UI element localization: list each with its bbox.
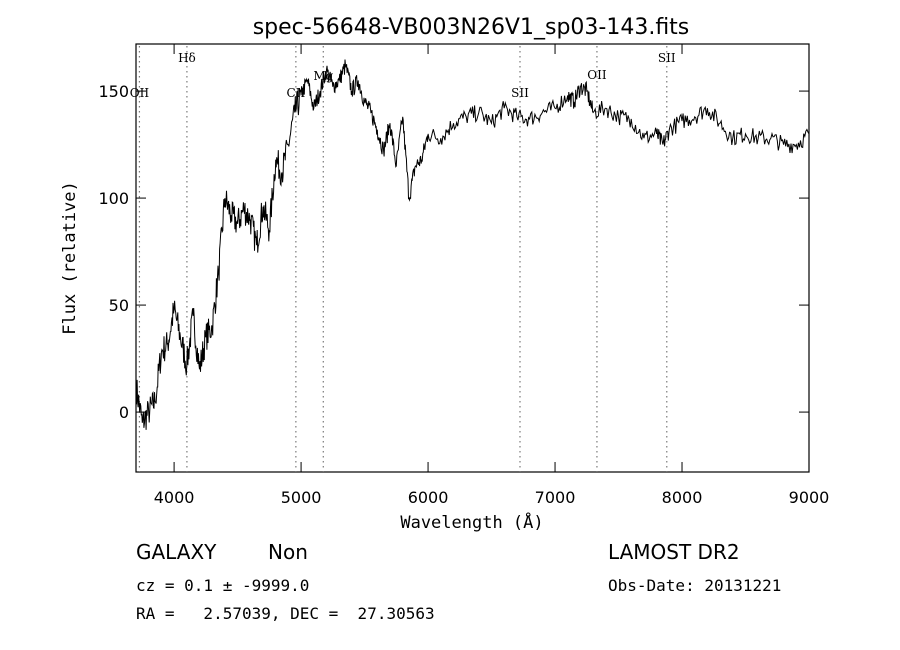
marker-label: SII <box>511 86 529 100</box>
x-tick-label: 9000 <box>789 488 830 507</box>
marker-label: OII <box>587 68 607 82</box>
marker-label: CII <box>287 86 306 100</box>
redshift-text: cz = 0.1 ± -9999.0 <box>136 576 310 595</box>
y-axis-label: Flux (relative) <box>60 181 80 335</box>
object-class: GALAXY <box>136 540 217 564</box>
survey-name: LAMOST DR2 <box>608 540 740 564</box>
x-axis-label: Wavelength (Å) <box>400 511 543 533</box>
x-tick-label: 4000 <box>154 488 195 507</box>
marker-label: Hδ <box>178 51 196 65</box>
y-tick-label: 100 <box>98 189 129 208</box>
marker-label: OII <box>130 86 150 100</box>
spectrum-series-line <box>135 59 810 430</box>
ra-dec-text: RA = 2.57039, DEC = 27.30563 <box>136 604 435 623</box>
x-tick-label: 7000 <box>535 488 576 507</box>
x-tick-label: 8000 <box>662 488 703 507</box>
y-tick-label: 50 <box>109 296 129 315</box>
axis-ticks: 4000 5000 6000 7000 8000 9000 0 50 100 150 <box>98 44 829 507</box>
plot-frame <box>135 43 810 473</box>
y-tick-label: 0 <box>119 403 129 422</box>
x-tick-label: 5000 <box>281 488 322 507</box>
obs-date: Obs-Date: 20131221 <box>608 576 782 595</box>
object-subclass: Non <box>268 540 308 564</box>
chart-title: spec-56648-VB003N26V1_sp03-143.fits <box>253 15 690 40</box>
x-tick-label: 6000 <box>408 488 449 507</box>
marker-label: SII <box>658 51 676 65</box>
y-tick-label: 150 <box>98 82 129 101</box>
